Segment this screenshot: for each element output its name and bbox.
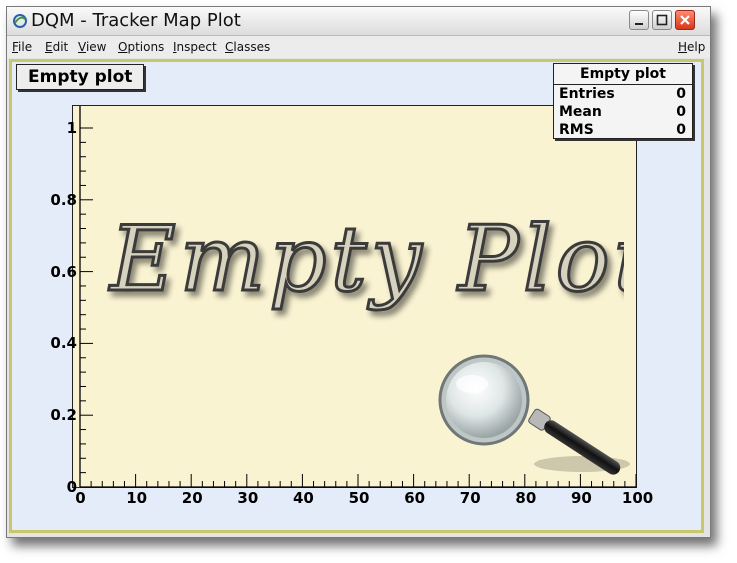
y-tick-label: 0.6 — [50, 262, 77, 281]
x-tick-label: 50 — [348, 489, 370, 507]
stats-row-entries: Entries 0 — [559, 85, 686, 103]
stats-box[interactable]: Empty plot Entries 0 Mean 0 RMS 0 — [553, 63, 693, 139]
x-tick-label: 100 — [621, 489, 654, 507]
x-tick-label: 10 — [126, 489, 148, 507]
stats-label: Entries — [559, 86, 615, 102]
stats-value: 0 — [676, 86, 686, 102]
y-tick-label: 0.4 — [50, 334, 77, 353]
menu-edit[interactable]: Edit — [45, 40, 69, 54]
app-icon — [13, 14, 27, 28]
x-tick-label: 70 — [459, 489, 481, 507]
y-tick-label: 0 — [66, 478, 77, 496]
y-tick-label: 0.2 — [50, 406, 77, 425]
watermark-text: Empty Plot — [108, 207, 624, 312]
y-tick-label: 0.8 — [50, 190, 77, 209]
stats-value: 0 — [676, 104, 686, 120]
plot-title: Empty plot — [28, 67, 133, 87]
minimize-button[interactable] — [629, 10, 649, 30]
x-tick-label: 20 — [181, 489, 203, 507]
plot-title-box[interactable]: Empty plot — [16, 64, 144, 90]
stats-row-mean: Mean 0 — [559, 103, 686, 121]
stats-label: RMS — [559, 122, 594, 138]
menu-inspect[interactable]: Inspect — [173, 40, 217, 54]
y-tick-label: 1 — [66, 119, 77, 137]
close-icon — [680, 15, 690, 25]
empty-plot-watermark: Empty Plot — [107, 206, 625, 314]
menu-bar: File Edit View Options Inspect Classes H… — [7, 36, 710, 58]
x-tick-label: 80 — [515, 489, 537, 507]
menu-classes[interactable]: Classes — [225, 40, 271, 54]
stats-row-rms: RMS 0 — [559, 121, 686, 139]
menu-options[interactable]: Options — [118, 40, 165, 54]
window-title: DQM - Tracker Map Plot — [31, 10, 241, 31]
close-button[interactable] — [675, 10, 695, 30]
minimize-icon — [635, 23, 643, 25]
stats-label: Mean — [559, 104, 602, 120]
maximize-icon — [656, 14, 668, 26]
stats-value: 0 — [676, 122, 686, 138]
x-tick-label: 0 — [75, 489, 86, 507]
x-tick-label: 60 — [404, 489, 426, 507]
magnifier-icon — [438, 354, 630, 475]
menu-help[interactable]: Help — [678, 40, 706, 54]
maximize-button[interactable] — [652, 10, 672, 30]
title-bar[interactable]: DQM - Tracker Map Plot — [7, 7, 710, 36]
menu-file[interactable]: File — [12, 40, 33, 54]
x-tick-label: 30 — [237, 489, 259, 507]
x-tick-label: 90 — [571, 489, 592, 507]
stats-title: Empty plot — [554, 64, 692, 85]
menu-view[interactable]: View — [78, 40, 107, 54]
x-tick-label: 40 — [293, 489, 314, 507]
